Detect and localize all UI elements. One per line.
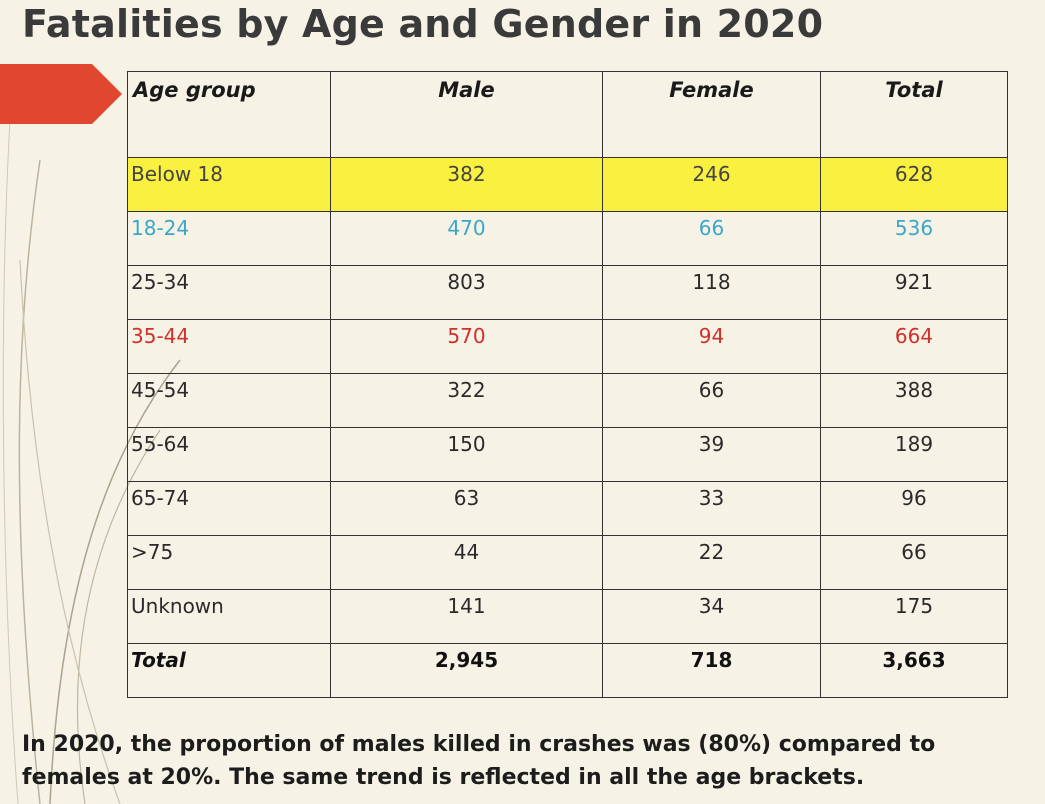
grand-total-cell: 3,663 bbox=[820, 643, 1008, 698]
page-title: Fatalities by Age and Gender in 2020 bbox=[22, 2, 824, 46]
header-age-group: Age group bbox=[127, 71, 331, 158]
male-cell: 570 bbox=[330, 319, 603, 374]
total-cell: 66 bbox=[820, 535, 1008, 590]
male-cell: 150 bbox=[330, 427, 603, 482]
female-cell: 94 bbox=[602, 319, 821, 374]
female-cell: 118 bbox=[602, 265, 821, 320]
table-row: Unknown 141 34 175 bbox=[127, 589, 1008, 644]
table-row: 25-34 803 118 921 bbox=[127, 265, 1008, 320]
header-male: Male bbox=[330, 71, 603, 158]
total-cell: 628 bbox=[820, 157, 1008, 212]
total-label-cell: Total bbox=[127, 643, 331, 698]
total-cell: 96 bbox=[820, 481, 1008, 536]
female-cell: 33 bbox=[602, 481, 821, 536]
table-row: 18-24 470 66 536 bbox=[127, 211, 1008, 266]
male-cell: 803 bbox=[330, 265, 603, 320]
male-cell: 322 bbox=[330, 373, 603, 428]
total-cell: 664 bbox=[820, 319, 1008, 374]
total-cell: 388 bbox=[820, 373, 1008, 428]
table-row: Below 18 382 246 628 bbox=[127, 157, 1008, 212]
female-cell: 66 bbox=[602, 373, 821, 428]
summary-line-1: In 2020, the proportion of males killed … bbox=[22, 732, 936, 757]
male-cell: 141 bbox=[330, 589, 603, 644]
age-group-cell: 45-54 bbox=[127, 373, 331, 428]
summary-text: In 2020, the proportion of males killed … bbox=[22, 728, 1032, 794]
header-female: Female bbox=[602, 71, 821, 158]
total-cell: 921 bbox=[820, 265, 1008, 320]
accent-arrow-icon bbox=[0, 64, 122, 124]
male-cell: 44 bbox=[330, 535, 603, 590]
summary-line-2: females at 20%. The same trend is reflec… bbox=[22, 765, 865, 790]
male-cell: 382 bbox=[330, 157, 603, 212]
total-female-cell: 718 bbox=[602, 643, 821, 698]
male-cell: 470 bbox=[330, 211, 603, 266]
table-row: 55-64 150 39 189 bbox=[127, 427, 1008, 482]
table-row: 65-74 63 33 96 bbox=[127, 481, 1008, 536]
fatalities-table: Age group Male Female Total Below 18 382… bbox=[127, 71, 1008, 698]
age-group-cell: 65-74 bbox=[127, 481, 331, 536]
age-group-cell: 25-34 bbox=[127, 265, 331, 320]
age-group-cell: Below 18 bbox=[127, 157, 331, 212]
total-male-cell: 2,945 bbox=[330, 643, 603, 698]
female-cell: 66 bbox=[602, 211, 821, 266]
age-group-cell: 35-44 bbox=[127, 319, 331, 374]
table-header-row: Age group Male Female Total bbox=[127, 71, 1008, 158]
female-cell: 246 bbox=[602, 157, 821, 212]
age-group-cell: 18-24 bbox=[127, 211, 331, 266]
table-row: 45-54 322 66 388 bbox=[127, 373, 1008, 428]
age-group-cell: >75 bbox=[127, 535, 331, 590]
table-row: 35-44 570 94 664 bbox=[127, 319, 1008, 374]
table-total-row: Total 2,945 718 3,663 bbox=[127, 643, 1008, 698]
table-row: >75 44 22 66 bbox=[127, 535, 1008, 590]
header-total: Total bbox=[820, 71, 1008, 158]
total-cell: 189 bbox=[820, 427, 1008, 482]
male-cell: 63 bbox=[330, 481, 603, 536]
age-group-cell: 55-64 bbox=[127, 427, 331, 482]
female-cell: 34 bbox=[602, 589, 821, 644]
female-cell: 39 bbox=[602, 427, 821, 482]
total-cell: 175 bbox=[820, 589, 1008, 644]
total-cell: 536 bbox=[820, 211, 1008, 266]
age-group-cell: Unknown bbox=[127, 589, 331, 644]
female-cell: 22 bbox=[602, 535, 821, 590]
